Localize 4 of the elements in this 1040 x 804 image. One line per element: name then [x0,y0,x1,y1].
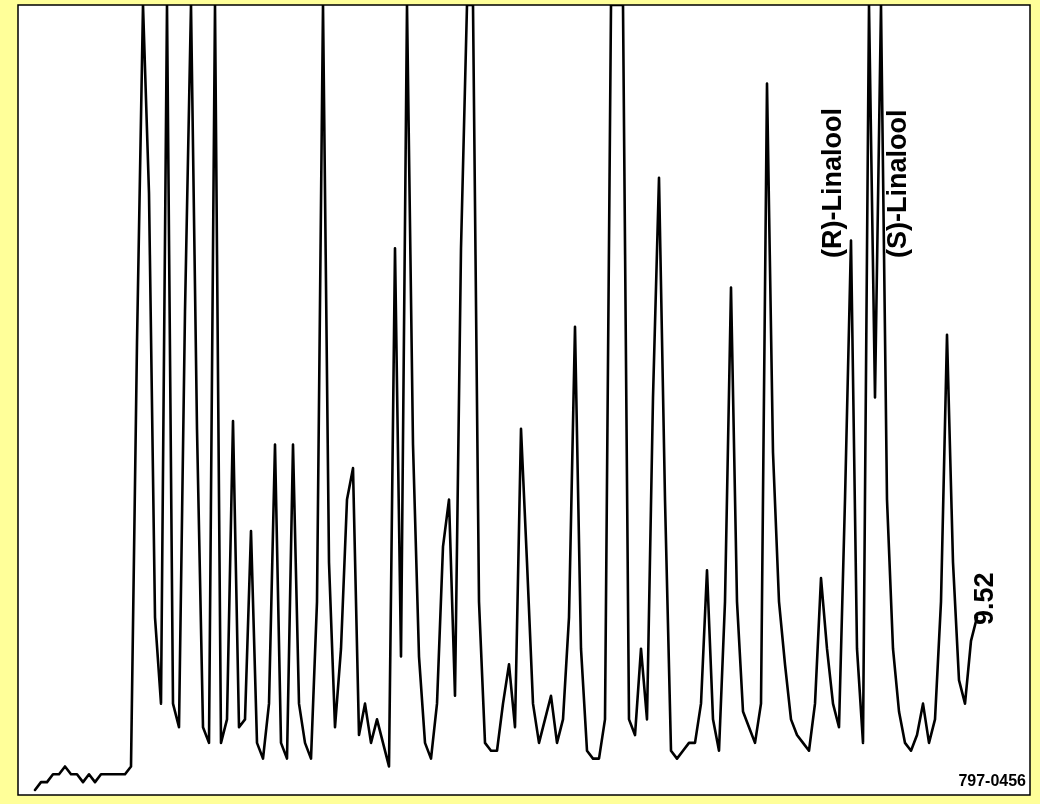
annotation: (S)-Linalool [882,109,912,258]
annotation: 797-0456 [958,772,1027,789]
annotation: (R)-Linalool [817,108,847,258]
annotation: 9.52 [969,572,999,625]
